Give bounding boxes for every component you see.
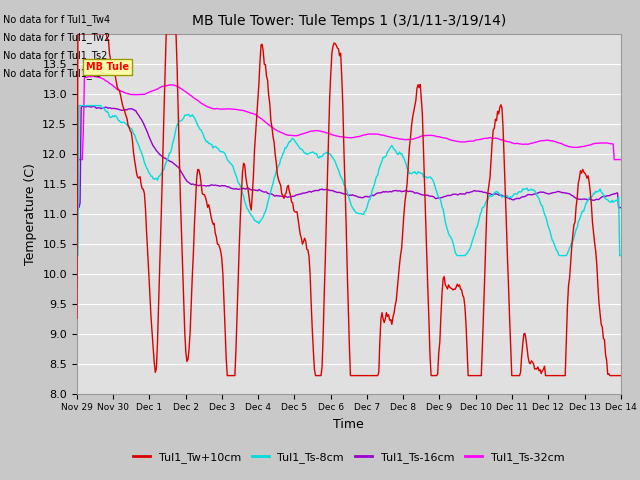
X-axis label: Time: Time xyxy=(333,418,364,431)
Legend: Tul1_Tw+10cm, Tul1_Ts-8cm, Tul1_Ts-16cm, Tul1_Ts-32cm: Tul1_Tw+10cm, Tul1_Ts-8cm, Tul1_Ts-16cm,… xyxy=(129,447,569,467)
Text: No data for f Tul1_Tw2: No data for f Tul1_Tw2 xyxy=(3,32,111,43)
Text: No data for f Tul1_Ts2: No data for f Tul1_Ts2 xyxy=(3,50,108,61)
Text: No data for f Tul1_Tw4: No data for f Tul1_Tw4 xyxy=(3,13,110,24)
Text: MB Tule: MB Tule xyxy=(86,61,129,72)
Text: No data for f Tul1_Ts: No data for f Tul1_Ts xyxy=(3,68,101,79)
Title: MB Tule Tower: Tule Temps 1 (3/1/11-3/19/14): MB Tule Tower: Tule Temps 1 (3/1/11-3/19… xyxy=(191,14,506,28)
Y-axis label: Temperature (C): Temperature (C) xyxy=(24,163,36,264)
